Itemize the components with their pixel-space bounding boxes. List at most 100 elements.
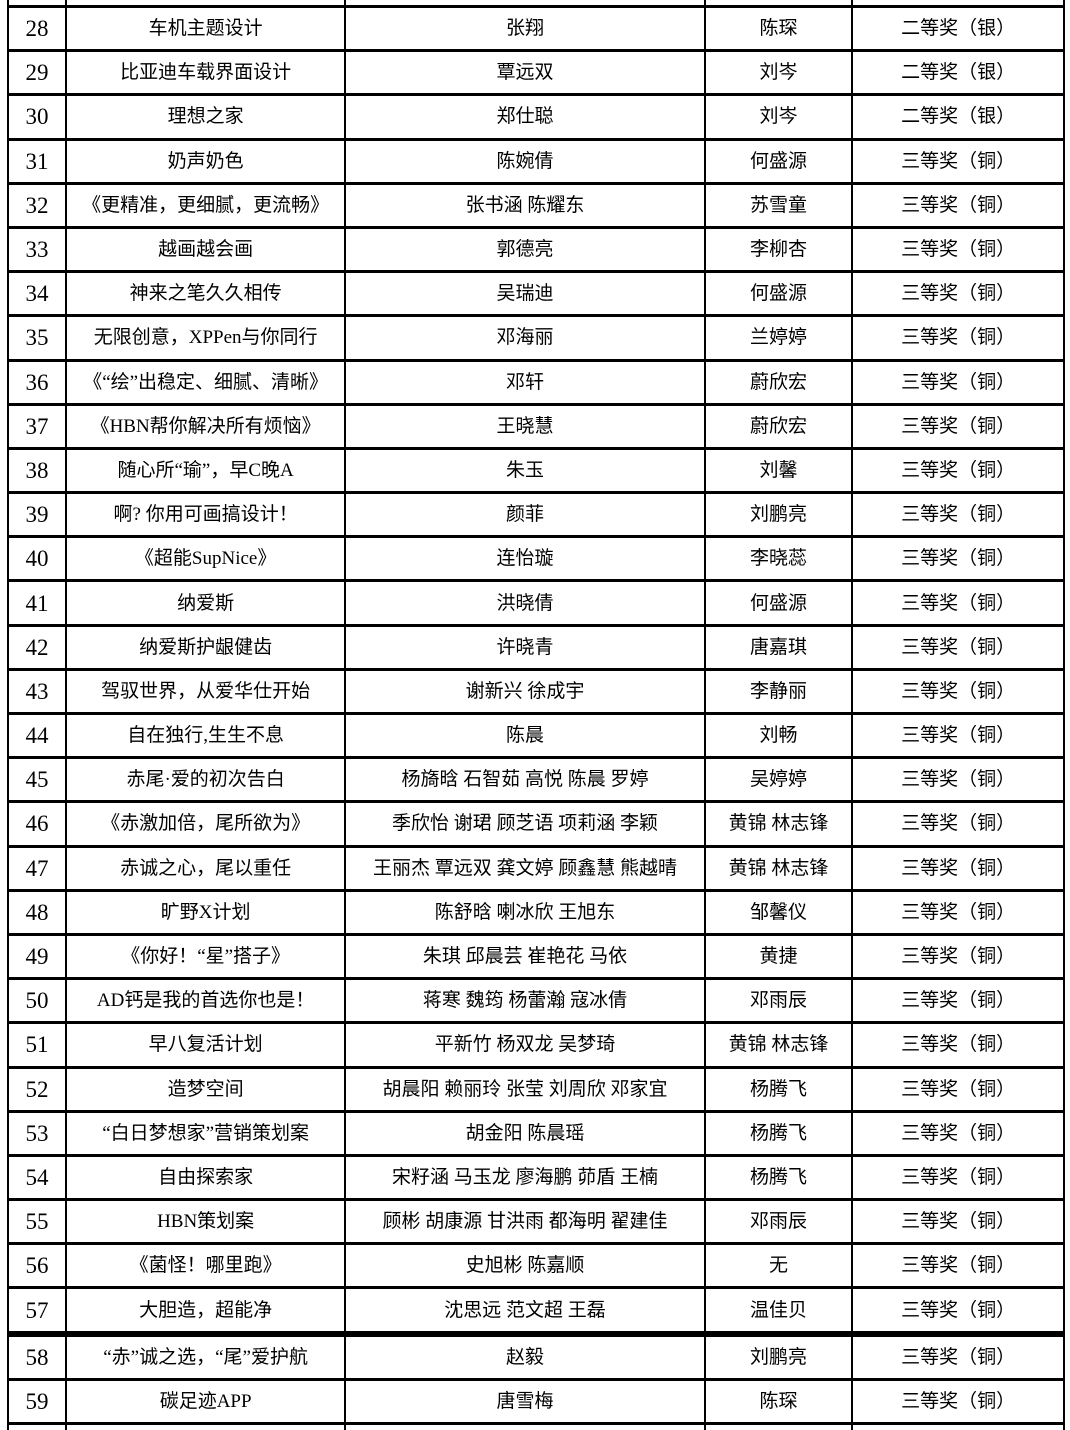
row-number-cell: 33 — [9, 228, 67, 271]
advisor-cell: 李柳杏 — [706, 228, 854, 271]
advisor-cell: 苏雪童 — [706, 184, 854, 226]
authors-cell: 季欣怡 谢珺 顾芝语 项莉涵 李颖 — [346, 803, 706, 845]
row-number-cell: 39 — [9, 494, 67, 536]
authors-cell: 沈思远 范文超 王磊 — [346, 1289, 706, 1331]
authors-cell: 谢新兴 徐成宇 — [346, 670, 706, 712]
work-title-cell: 《“绘”出稳定、细腻、清晰》 — [67, 361, 347, 403]
row-number-cell: 55 — [9, 1201, 67, 1243]
award-level-cell: 三等奖（铜） — [853, 1336, 1065, 1378]
award-level-cell: 三等奖（铜） — [853, 1289, 1065, 1331]
authors-cell: 王晓慧 — [346, 405, 706, 447]
authors-cell: 陈舒晗 喇冰欣 王旭东 — [346, 891, 706, 933]
authors-cell: 吴瑞迪 — [346, 273, 706, 315]
advisor-cell: 李静丽 — [706, 670, 854, 712]
authors-cell: 覃远双 — [346, 52, 706, 94]
table-row: 29 比亚迪车载界面设计 覃远双 刘岑 二等奖（银） — [9, 52, 1065, 97]
advisor-cell: 邹馨仪 — [706, 891, 854, 933]
award-level-cell: 三等奖（铜） — [853, 140, 1065, 182]
award-table-body: 28 车机主题设计 张翔 陈琛 二等奖（银） 29 比亚迪车载界面设计 覃远双 … — [7, 5, 1065, 1425]
award-level-cell: 三等奖（铜） — [853, 847, 1065, 889]
work-title-cell: 自在独行,生生不息 — [67, 715, 347, 757]
advisor-cell: 陈琛 — [706, 8, 854, 50]
award-level-cell: 三等奖（铜） — [853, 1156, 1065, 1199]
work-title-cell: 《超能SupNice》 — [67, 538, 347, 580]
advisor-cell: 杨腾飞 — [706, 1156, 854, 1199]
table-row: 30 理想之家 郑仕聪 刘岑 二等奖（银） — [9, 96, 1065, 141]
row-number-cell: 30 — [9, 96, 67, 138]
award-level-cell: 三等奖（铜） — [853, 715, 1065, 757]
authors-cell: 赵毅 — [346, 1336, 706, 1378]
advisor-cell: 蔚欣宏 — [706, 361, 854, 403]
row-number-cell: 56 — [9, 1245, 67, 1287]
award-level-cell: 三等奖（铜） — [853, 538, 1065, 580]
advisor-cell: 吴婷婷 — [706, 759, 854, 801]
advisor-cell: 黄锦 林志锋 — [706, 1024, 854, 1066]
table-row: 52 造梦空间 胡晨阳 赖丽玲 张莹 刘周欣 邓家宜 杨腾飞 三等奖（铜） — [9, 1068, 1065, 1113]
authors-cell: 史旭彬 陈嘉顺 — [346, 1245, 706, 1287]
work-title-cell: 无限创意，XPPen与你同行 — [67, 317, 347, 359]
award-level-cell: 三等奖（铜） — [853, 582, 1065, 624]
work-title-cell: 早八复活计划 — [67, 1024, 347, 1066]
work-title-cell: 纳爱斯 — [67, 582, 347, 624]
authors-cell: 颜菲 — [346, 494, 706, 536]
table-row: 56 《菌怪！哪里跑》 史旭彬 陈嘉顺 无 三等奖（铜） — [9, 1245, 1065, 1290]
work-title-cell: 驾驭世界，从爱华仕开始 — [67, 670, 347, 712]
row-number-cell: 57 — [9, 1289, 67, 1331]
advisor-cell: 何盛源 — [706, 273, 854, 315]
table-row: 36 《“绘”出稳定、细腻、清晰》 邓轩 蔚欣宏 三等奖（铜） — [9, 361, 1065, 406]
award-level-cell: 三等奖（铜） — [853, 405, 1065, 447]
table-row: 41 纳爱斯 洪晓倩 何盛源 三等奖（铜） — [9, 582, 1065, 627]
work-title-cell: 《菌怪！哪里跑》 — [67, 1245, 347, 1287]
table-row: 34 神来之笔久久相传 吴瑞迪 何盛源 三等奖（铜） — [9, 273, 1065, 318]
award-level-cell: 三等奖（铜） — [853, 184, 1065, 226]
table-row: 58 “赤”诚之选，“尾”爱护航 赵毅 刘鹏亮 三等奖（铜） — [9, 1336, 1065, 1381]
row-number-cell: 42 — [9, 626, 67, 668]
award-level-cell: 三等奖（铜） — [853, 273, 1065, 315]
advisor-cell: 黄锦 林志锋 — [706, 803, 854, 845]
row-number-cell: 51 — [9, 1024, 67, 1066]
advisor-cell: 刘馨 — [706, 449, 854, 492]
table-row-fragment-bottom — [7, 1425, 1065, 1430]
award-level-cell: 二等奖（银） — [853, 8, 1065, 50]
table-row: 47 赤诚之心，尾以重任 王丽杰 覃远双 龚文婷 顾鑫慧 熊越晴 黄锦 林志锋 … — [9, 847, 1065, 892]
work-title-cell: 自由探索家 — [67, 1156, 347, 1199]
advisor-cell: 兰婷婷 — [706, 317, 854, 359]
award-level-cell: 二等奖（银） — [853, 96, 1065, 138]
authors-cell: 邓轩 — [346, 361, 706, 403]
authors-cell: 连怡璇 — [346, 538, 706, 580]
advisor-cell: 何盛源 — [706, 582, 854, 624]
award-level-cell: 二等奖（银） — [853, 52, 1065, 94]
award-table: 28 车机主题设计 张翔 陈琛 二等奖（银） 29 比亚迪车载界面设计 覃远双 … — [7, 0, 1065, 1430]
authors-cell: 邓海丽 — [346, 317, 706, 359]
award-level-cell: 三等奖（铜） — [853, 1068, 1065, 1110]
work-title-cell: 造梦空间 — [67, 1068, 347, 1110]
work-title-cell: 啊? 你用可画搞设计！ — [67, 494, 347, 536]
row-number-cell: 58 — [9, 1336, 67, 1378]
row-number-cell: 41 — [9, 582, 67, 624]
row-number-cell: 31 — [9, 140, 67, 182]
table-row: 35 无限创意，XPPen与你同行 邓海丽 兰婷婷 三等奖（铜） — [9, 317, 1065, 362]
table-row: 38 随心所“瑜”，早C晚A 朱玉 刘馨 三等奖（铜） — [9, 449, 1065, 495]
work-title-cell: “白日梦想家”营销策划案 — [67, 1112, 347, 1154]
authors-cell: 平新竹 杨双龙 吴梦琦 — [346, 1024, 706, 1066]
authors-cell: 张翔 — [346, 8, 706, 50]
award-level-cell: 三等奖（铜） — [853, 361, 1065, 403]
work-title-cell: 《你好！“星”搭子》 — [67, 935, 347, 978]
row-number-cell: 50 — [9, 980, 67, 1022]
advisor-cell: 杨腾飞 — [706, 1068, 854, 1110]
row-number-cell: 44 — [9, 715, 67, 757]
award-level-cell: 三等奖（铜） — [853, 317, 1065, 359]
authors-cell: 张书涵 陈耀东 — [346, 184, 706, 226]
row-number-cell: 35 — [9, 317, 67, 359]
award-level-cell: 三等奖（铜） — [853, 626, 1065, 668]
award-level-cell: 三等奖（铜） — [853, 935, 1065, 978]
work-title-cell: 奶声奶色 — [67, 140, 347, 182]
table-row: 39 啊? 你用可画搞设计！ 颜菲 刘鹏亮 三等奖（铜） — [9, 494, 1065, 539]
authors-cell: 胡晨阳 赖丽玲 张莹 刘周欣 邓家宜 — [346, 1068, 706, 1110]
row-number-cell: 29 — [9, 52, 67, 94]
award-level-cell: 三等奖（铜） — [853, 1112, 1065, 1154]
award-level-cell: 三等奖（铜） — [853, 1380, 1065, 1422]
advisor-cell: 刘岑 — [706, 96, 854, 138]
table-row: 44 自在独行,生生不息 陈晨 刘畅 三等奖（铜） — [9, 715, 1065, 760]
table-row: 53 “白日梦想家”营销策划案 胡金阳 陈晨瑶 杨腾飞 三等奖（铜） — [9, 1112, 1065, 1157]
